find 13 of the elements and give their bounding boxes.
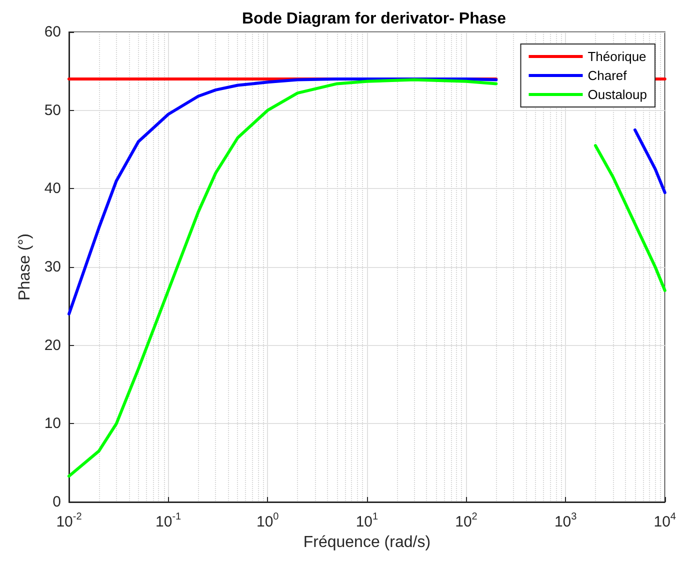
y-tick-label: 20	[44, 336, 61, 354]
y-axis-title: Phase (°)	[16, 234, 34, 300]
y-tick-label: 30	[44, 258, 61, 276]
legend-label: Oustaloup	[588, 87, 648, 102]
legend-label: Charef	[588, 68, 628, 83]
y-tick-label: 0	[52, 494, 61, 510]
legend-label: Théorique	[588, 49, 646, 64]
y-tick-label: 10	[44, 415, 61, 432]
y-tick-label: 60	[44, 24, 61, 40]
y-tick-label: 40	[44, 180, 61, 198]
chart-title: Bode Diagram for derivator- Phase	[242, 10, 506, 28]
x-axis-title: Fréquence (rad/s)	[303, 534, 431, 551]
y-tick-label: 50	[44, 102, 61, 119]
